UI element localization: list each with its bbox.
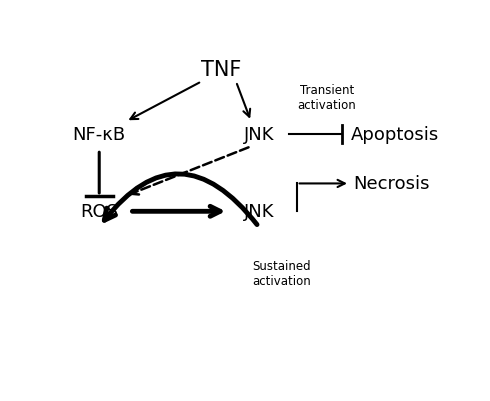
FancyArrowPatch shape <box>237 85 250 117</box>
Text: ROS: ROS <box>80 203 118 221</box>
FancyArrowPatch shape <box>104 174 257 225</box>
FancyArrowPatch shape <box>132 207 220 217</box>
Text: TNF: TNF <box>200 60 241 80</box>
Text: Sustained
activation: Sustained activation <box>252 259 311 288</box>
FancyArrowPatch shape <box>299 180 345 188</box>
Text: Transient
activation: Transient activation <box>298 83 356 111</box>
Text: Apoptosis: Apoptosis <box>351 126 440 144</box>
Text: Necrosis: Necrosis <box>353 175 430 193</box>
FancyArrowPatch shape <box>130 83 199 120</box>
Text: JNK: JNK <box>244 126 274 144</box>
Text: NF-κB: NF-κB <box>73 126 126 144</box>
Text: JNK: JNK <box>244 203 274 221</box>
FancyArrowPatch shape <box>131 148 248 195</box>
